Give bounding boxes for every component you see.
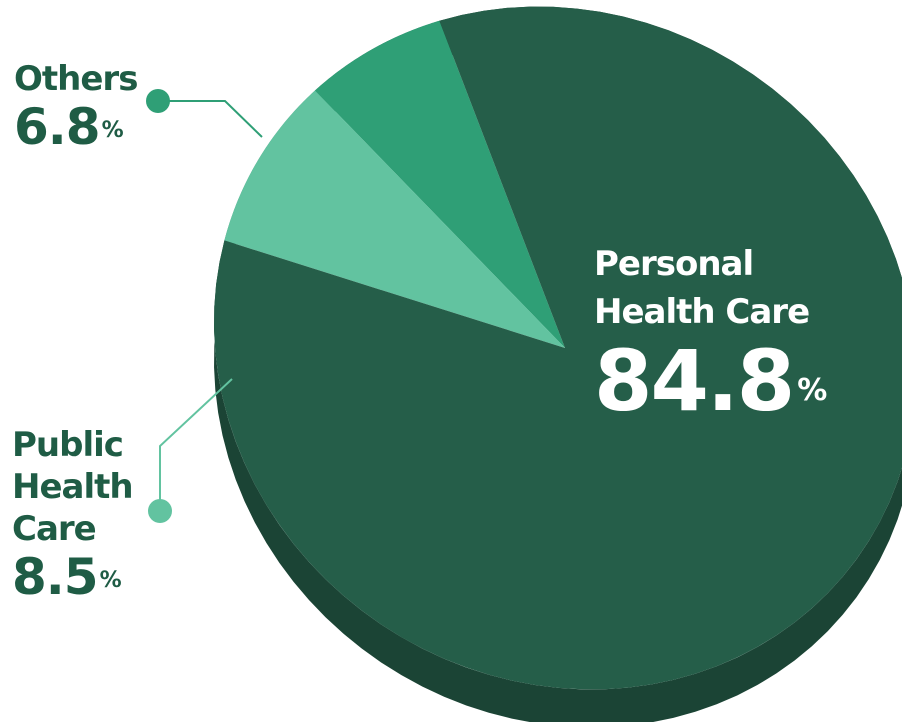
public-value-number: 8.5 [12, 548, 99, 606]
others-name: Others [14, 59, 138, 99]
personal-value-number: 84.8 [594, 332, 795, 430]
public-value: 8.5% [12, 550, 133, 604]
public-name-line2: Health [12, 467, 134, 507]
personal-value-unit: % [797, 373, 827, 408]
others-value: 6.8% [14, 100, 137, 154]
others-slice [315, 20, 565, 349]
public-name-line3: Care [12, 509, 97, 549]
public-slice [224, 90, 565, 348]
others-label: Others 6.8% [14, 58, 138, 154]
others-value-number: 6.8 [14, 98, 101, 156]
public-label: Public Health Care 8.5% [12, 424, 134, 604]
public-value-unit: % [99, 568, 122, 593]
others-leader-line [158, 100, 263, 138]
personal-value: 84.8% [594, 336, 827, 426]
public-name-line1: Public [12, 425, 124, 465]
pie-slices-group [214, 6, 902, 690]
public-leader-line [159, 378, 233, 511]
others-leader-dot [146, 89, 170, 113]
others-value-unit: % [101, 118, 124, 143]
personal-name-line1: Personal [594, 244, 754, 284]
personal-slice [214, 6, 902, 690]
public-leader-dot [148, 499, 172, 523]
personal-label: Personal Health Care 84.8% [594, 240, 827, 426]
personal-name-line2: Health Care [594, 292, 810, 332]
